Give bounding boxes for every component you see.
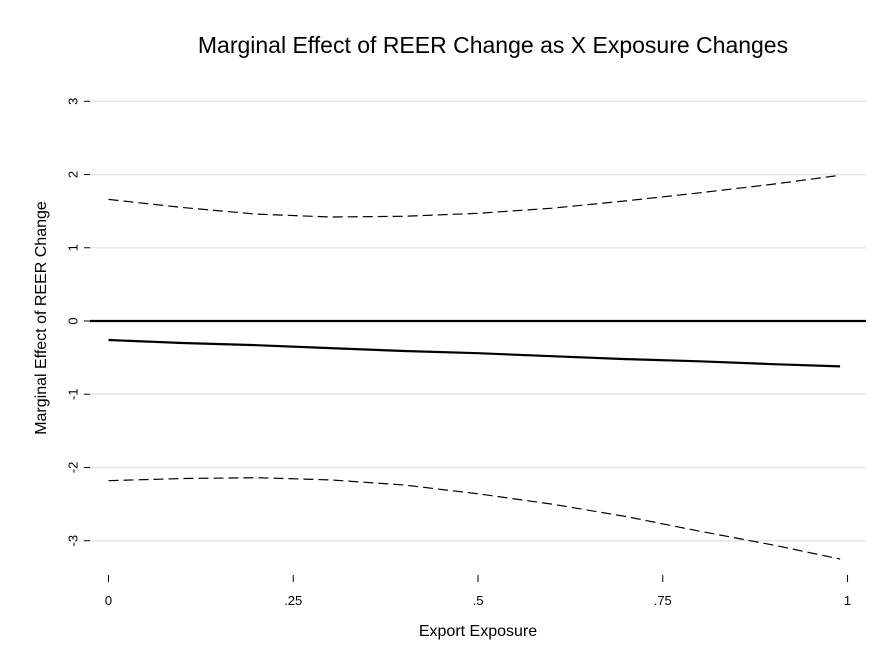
y-tick-label: -1: [66, 388, 81, 400]
x-axis-label: Export Exposure: [419, 623, 537, 640]
x-tick-label: 1: [844, 593, 851, 608]
y-tick-label: 2: [66, 171, 81, 178]
y-tick-label: -2: [66, 462, 81, 474]
axis-layer: -3 -2 -1 0 1 2 3 0 .25 .5 .75 1: [66, 98, 852, 608]
x-tick-label: .25: [284, 593, 302, 608]
y-tick-label: 1: [66, 244, 81, 251]
x-tick-label: 0: [105, 593, 112, 608]
marginal-effect-line: [108, 338, 841, 368]
upper-ci-line: [108, 174, 841, 218]
x-tick-label: .5: [473, 593, 484, 608]
chart-title: Marginal Effect of REER Change as X Expo…: [198, 32, 788, 58]
y-axis-label: Marginal Effect of REER Change: [33, 201, 50, 435]
y-tick-label: 0: [66, 317, 81, 324]
series-layer: [90, 174, 866, 560]
x-tick-label: .75: [654, 593, 672, 608]
y-tick-label: -3: [66, 535, 81, 547]
y-tick-label: 3: [66, 98, 81, 105]
lower-ci-line: [108, 477, 841, 560]
